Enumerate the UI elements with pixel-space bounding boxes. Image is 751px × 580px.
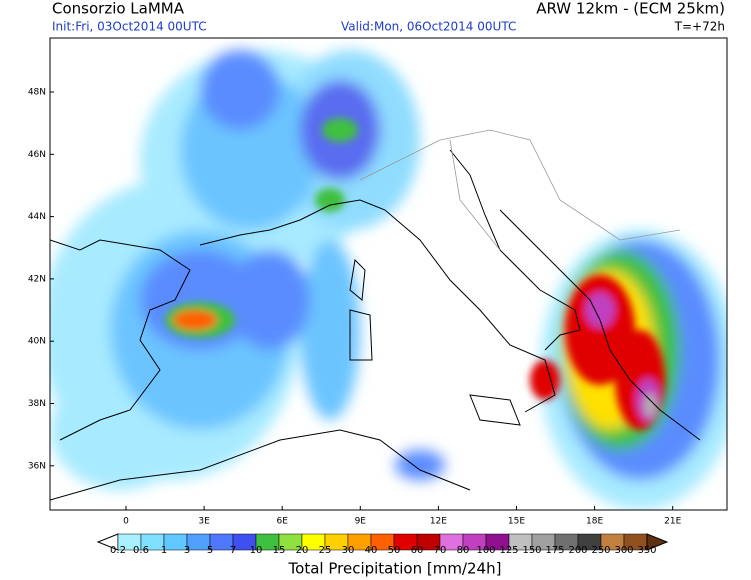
colorbar-label: 1: [161, 545, 167, 556]
lon-label: 0: [123, 517, 129, 527]
latitude-labels: 48N 46N 44N 42N 40N 38N 36N: [28, 88, 54, 471]
colorbar-label: 15: [273, 545, 286, 556]
colorbar: 0.2 0.6 1 3 5 7 10 15 20 25 30 40 50 60 70 80 100 125 150 1…: [96, 533, 669, 556]
precipitation-field: [50, 38, 727, 510]
lat-label: 46N: [28, 150, 46, 160]
colorbar-label: 40: [365, 545, 378, 556]
map-frame: [49, 37, 728, 511]
colorbar-label: 70: [434, 545, 447, 556]
init-time: Init:Fri, 03Oct2014 00UTC: [52, 20, 207, 34]
lon-label: 6E: [276, 517, 288, 527]
colorbar-label: 200: [568, 545, 587, 556]
colorbar-label: 25: [319, 545, 332, 556]
colorbar-label: 175: [545, 545, 564, 556]
colorbar-label: 0.2: [110, 545, 126, 556]
lat-label: 36N: [28, 461, 46, 471]
lon-label: 12E: [430, 517, 447, 527]
colorbar-title: Total Precipitation [mm/24h]: [288, 560, 502, 578]
colorbar-label: 5: [207, 545, 213, 556]
coastlines: [50, 149, 701, 501]
colorbar-label: 350: [637, 545, 656, 556]
colorbar-label: 150: [522, 545, 541, 556]
lon-label: 3E: [198, 517, 210, 527]
colorbar-label: 10: [250, 545, 263, 556]
longitude-labels: 0 3E 6E 9E 12E 15E 18E 21E: [123, 506, 682, 527]
lon-label: 15E: [508, 517, 525, 527]
lead-time: T=+72h: [674, 20, 725, 34]
colorbar-label: 0.6: [133, 545, 149, 556]
lon-label: 21E: [664, 517, 681, 527]
colorbar-label: 100: [476, 545, 495, 556]
title: Consorzio LaMMA: [52, 0, 185, 18]
colorbar-label: 30: [342, 545, 355, 556]
lat-label: 40N: [28, 337, 46, 347]
colorbar-label: 250: [591, 545, 610, 556]
lat-label: 42N: [28, 274, 46, 284]
colorbar-label: 80: [457, 545, 470, 556]
colorbar-label: 3: [184, 545, 190, 556]
lon-label: 9E: [355, 517, 367, 527]
lat-label: 48N: [28, 88, 46, 98]
colorbar-label: 7: [230, 545, 236, 556]
lat-label: 38N: [28, 399, 46, 409]
model: ARW 12km - (ECM 25km): [536, 0, 725, 18]
colorbar-label: 50: [388, 545, 401, 556]
lon-label: 18E: [586, 517, 603, 527]
colorbar-label: 125: [499, 545, 518, 556]
colorbar-label: 20: [296, 545, 309, 556]
colorbar-label: 300: [614, 545, 633, 556]
lat-label: 44N: [28, 212, 46, 222]
colorbar-label: 60: [411, 545, 424, 556]
valid-time: Valid:Mon, 06Oct2014 00UTC: [341, 20, 516, 34]
colorbar-end: [646, 533, 669, 551]
